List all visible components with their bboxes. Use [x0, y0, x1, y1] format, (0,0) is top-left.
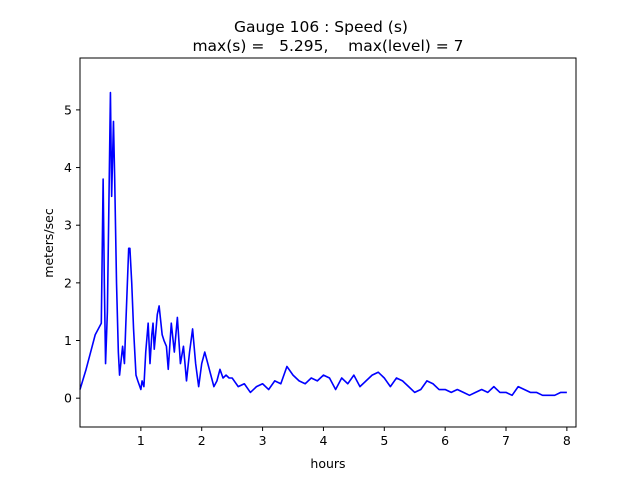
plot-frame — [79, 57, 577, 428]
y-axis-label: meters/sec — [41, 208, 56, 278]
chart-title-line1: Gauge 106 : Speed (s) — [234, 18, 408, 36]
x-tick-label: 1 — [137, 433, 145, 448]
x-tick-label: 7 — [502, 433, 510, 448]
y-tick-label: 5 — [64, 102, 72, 117]
series-layer — [79, 91, 567, 397]
chart-title-line2: max(s) = 5.295, max(level) = 7 — [192, 37, 463, 55]
y-tick-label: 0 — [64, 391, 72, 406]
x-tick-label: 8 — [563, 433, 571, 448]
y-tick-label: 2 — [64, 275, 72, 290]
x-axis: 1 2 3 4 5 6 7 8 — [137, 427, 571, 448]
x-tick-label: 2 — [198, 433, 206, 448]
y-tick-label: 1 — [64, 333, 72, 348]
y-axis: 0 1 2 3 4 5 — [64, 102, 80, 406]
x-tick-label: 6 — [441, 433, 449, 448]
plot-area — [80, 58, 576, 427]
x-axis-label: hours — [310, 456, 345, 471]
series-line-0 — [79, 91, 567, 397]
y-tick-label: 3 — [64, 218, 72, 233]
y-tick-label: 4 — [64, 160, 72, 175]
x-tick-label: 3 — [259, 433, 267, 448]
x-tick-label: 5 — [380, 433, 388, 448]
x-tick-label: 4 — [319, 433, 327, 448]
